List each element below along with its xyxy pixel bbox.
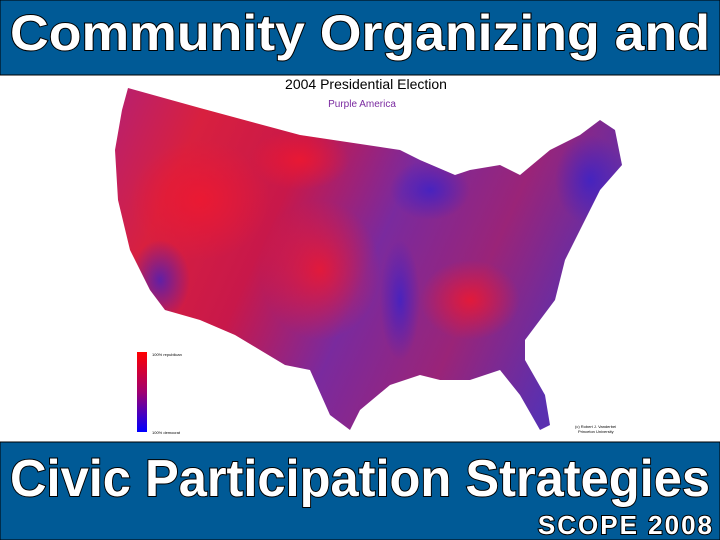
map-subtitle: Purple America (328, 99, 396, 110)
top-band (0, 0, 720, 76)
credit: Princeton University (578, 429, 614, 434)
footer: SCOPE 2008 (538, 510, 714, 540)
map-title: 2004 Presidential Election (285, 76, 447, 92)
legend-top: 100% republican (152, 352, 182, 357)
legend-bottom: 100% democrat (152, 430, 181, 435)
credit: (c) Robert J. Vanderbei (575, 424, 616, 429)
bottom-title: Civic Participation Strategies (10, 450, 710, 508)
bottom-band (0, 441, 720, 540)
legend-bar (137, 352, 147, 432)
top-title: Community Organizing and (10, 5, 710, 61)
map (115, 88, 622, 430)
